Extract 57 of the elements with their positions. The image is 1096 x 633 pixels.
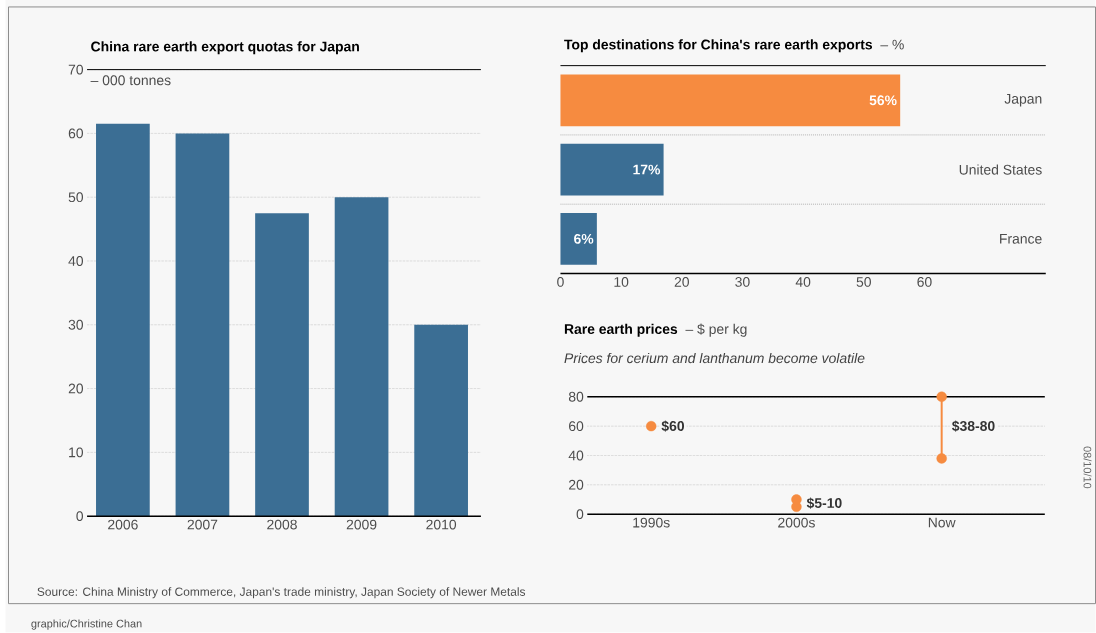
bar: [334, 197, 389, 517]
y-tick-label: 10: [69, 447, 84, 458]
bar: [96, 123, 150, 517]
bar: [255, 213, 309, 517]
x-tick-label: 2000s: [778, 517, 815, 528]
chart-title: Top destinations for China's rare earth exports: [564, 39, 873, 53]
chart-subtitle: Prices for cerium and lanthanum become volatile: [564, 352, 865, 364]
bar: [560, 74, 901, 127]
annotation: $38-80: [952, 420, 995, 432]
y-tick-label: 30: [68, 319, 84, 330]
x-tick-label: 50: [856, 277, 871, 287]
bar: [560, 143, 664, 196]
x-tick-label: 2010: [426, 519, 457, 530]
y-tick-label: 40: [68, 256, 84, 266]
point: [936, 453, 947, 464]
x-tick-label: 2008: [267, 519, 297, 530]
bar: [560, 213, 597, 265]
x-axis-title: – %: [880, 39, 904, 50]
x-tick-label: Now: [928, 517, 956, 528]
x-tick-label: 1990s: [633, 517, 670, 528]
text: graphic/Christine Chan: [31, 619, 142, 630]
x-tick-label: 30: [735, 277, 750, 287]
y-tick-label: United States: [959, 164, 1042, 175]
x-tick-label: 60: [917, 277, 932, 287]
bar: [414, 324, 468, 517]
x-tick-label: 0: [557, 277, 564, 287]
data-label: 6%: [574, 233, 594, 244]
bar: [175, 133, 230, 517]
x-tick-label: 40: [795, 277, 811, 287]
y-tick-label: 0: [576, 509, 584, 520]
chart-title: China rare earth export quotas for Japan: [91, 41, 359, 55]
point: [646, 420, 657, 432]
y-tick-label: 40: [568, 450, 584, 461]
y-tick-label: 20: [68, 383, 84, 394]
x-tick-label: 2007: [187, 519, 218, 530]
data-label: 17%: [633, 164, 661, 175]
y-tick-label: 70: [68, 64, 84, 75]
annotation: $60: [661, 420, 685, 432]
data-label: 56%: [869, 95, 897, 106]
x-tick-label: 2009: [346, 519, 377, 530]
y-tick-label: 20: [569, 479, 584, 490]
y-tick-label: Japan: [1004, 94, 1042, 107]
y-tick-label: 50: [68, 192, 84, 203]
point: [936, 391, 947, 402]
y-tick-label: France: [1000, 234, 1042, 244]
y-tick-label: 60: [68, 128, 84, 139]
x-tick-label: 20: [674, 277, 689, 287]
x-tick-label: 10: [614, 277, 629, 287]
y-axis-title: – 000 tonnes: [90, 75, 171, 86]
y-tick-label: 60: [569, 421, 584, 432]
text: 08/10/10: [1083, 446, 1092, 489]
chart-title: Rare earth prices: [564, 323, 678, 337]
annotation: $5-10: [806, 497, 842, 509]
y-axis-title: – $ per kg: [685, 323, 747, 337]
y-tick-label: 80: [568, 391, 584, 402]
x-tick-label: 2006: [108, 519, 138, 530]
source-note: Source: China Ministry of Commerce, Japan's trade ministry, Japan Society of Newer Metals: [37, 587, 526, 599]
